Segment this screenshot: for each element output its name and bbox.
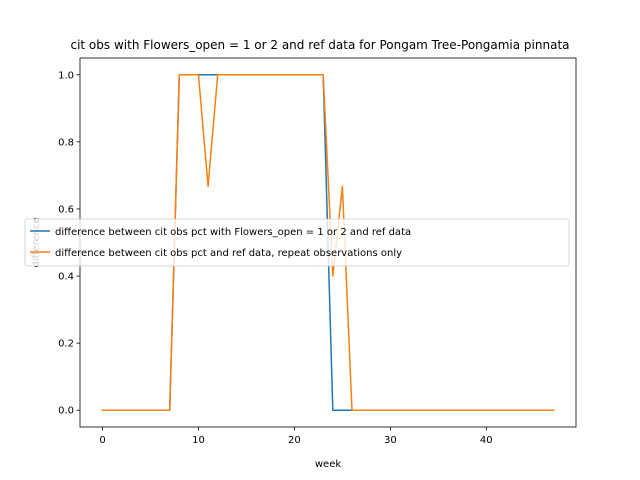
x-tick-label: 30: [384, 435, 397, 446]
y-tick-label: 0.2: [58, 339, 74, 350]
legend: difference between cit obs pct with Flow…: [24, 218, 570, 267]
y-tick-label: 0.6: [58, 204, 74, 215]
x-tick-label: 20: [288, 435, 301, 446]
legend-label-series-2: difference between cit obs pct and ref d…: [55, 248, 402, 259]
y-tick-label: 0.4: [58, 272, 74, 283]
x-axis: 0 10 20 30 40: [99, 427, 493, 446]
y-tick-label: 0.0: [58, 406, 74, 417]
y-tick-label: 0.8: [58, 137, 74, 148]
legend-box: [24, 218, 570, 267]
y-tick-label: 1.0: [58, 70, 74, 81]
chart-title: cit obs with Flowers_open = 1 or 2 and r…: [70, 38, 569, 52]
x-tick-label: 40: [480, 435, 493, 446]
x-tick-label: 0: [99, 435, 105, 446]
series-line-2: [101, 74, 555, 411]
x-tick-label: 10: [192, 435, 205, 446]
y-axis: 0.0 0.2 0.4 0.6 0.8 1.0: [58, 70, 80, 417]
x-axis-label: week: [315, 459, 341, 470]
legend-label-series-1: difference between cit obs pct with Flow…: [55, 227, 411, 238]
